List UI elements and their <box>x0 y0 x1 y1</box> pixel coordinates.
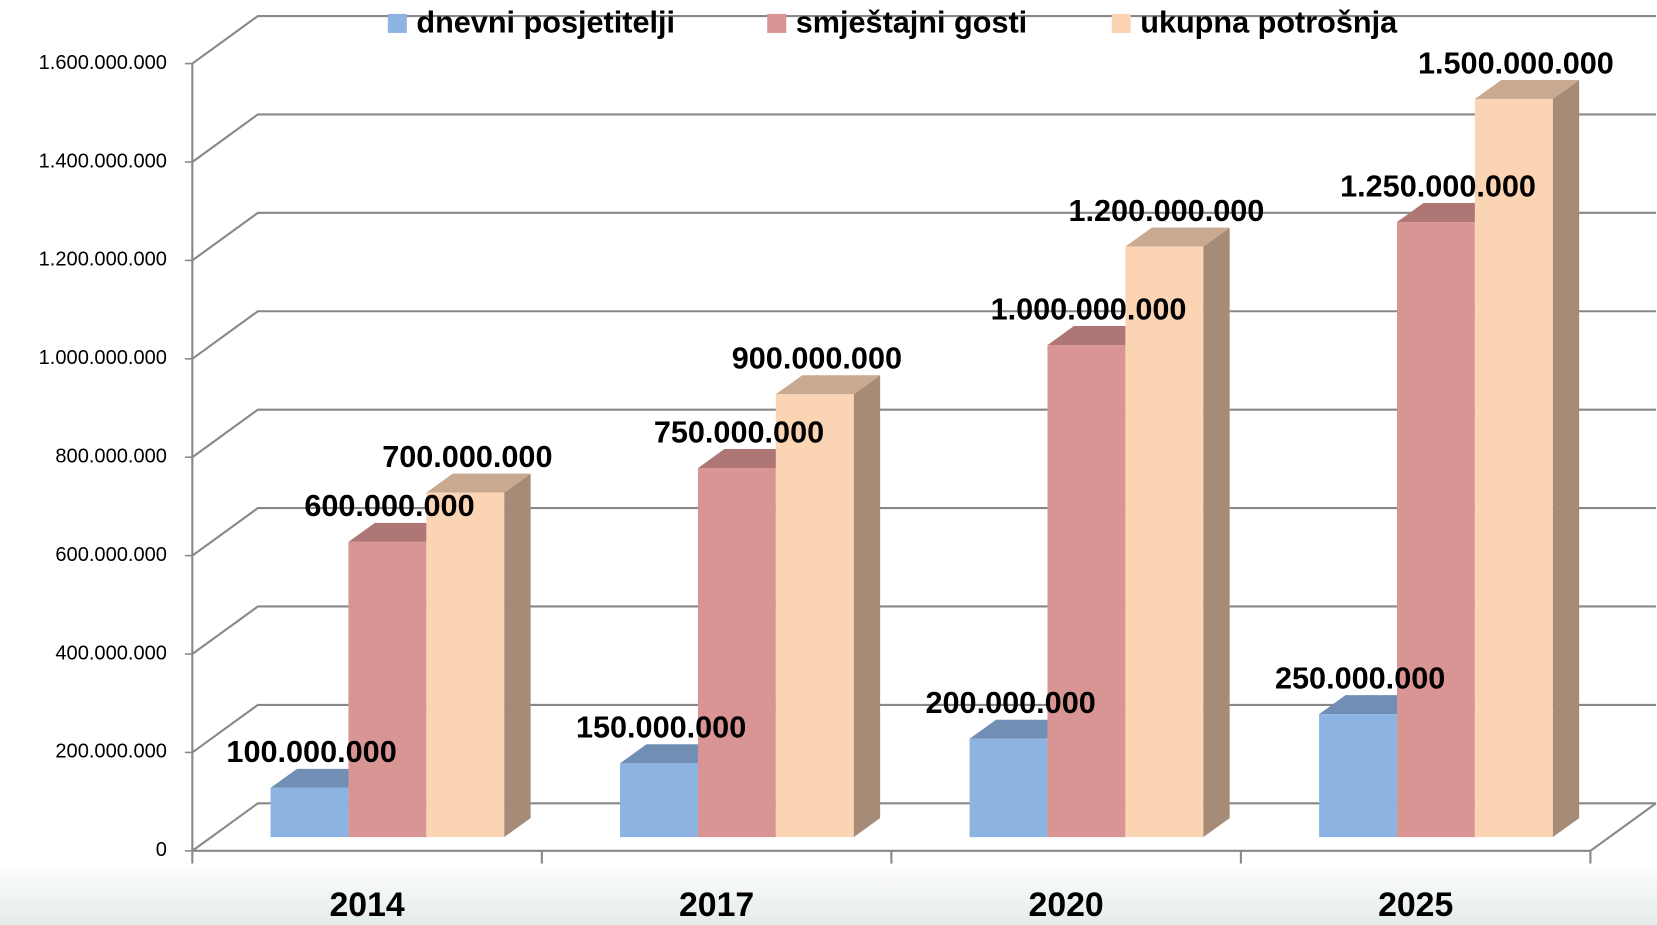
data-label: 1.500.000.000 <box>1418 46 1614 80</box>
bar-side <box>1203 227 1230 838</box>
bar <box>426 492 505 838</box>
x-tick-label: 2025 <box>1378 886 1453 924</box>
y-tick-label: 200.000.000 <box>55 741 167 763</box>
legend-swatch <box>767 13 787 33</box>
bar-top <box>775 375 881 395</box>
y-tick-label: 800.000.000 <box>55 446 167 468</box>
bar <box>1474 99 1553 838</box>
data-label: 1.200.000.000 <box>1068 194 1264 228</box>
background-strip <box>0 861 1657 925</box>
data-label: 700.000.000 <box>382 440 552 474</box>
bar <box>1319 714 1397 838</box>
x-tick-label: 2020 <box>1029 886 1104 924</box>
bar <box>620 763 698 838</box>
bar <box>1047 345 1126 838</box>
bar-side <box>504 473 531 838</box>
y-tick-label: 1.600.000.000 <box>39 52 167 74</box>
legend-swatch <box>387 13 407 33</box>
data-label: 750.000.000 <box>654 415 824 449</box>
bar <box>270 787 349 838</box>
legend-label: dnevni posjetitelji <box>416 6 675 40</box>
y-tick-label: 400.000.000 <box>55 642 167 664</box>
data-label: 900.000.000 <box>732 342 902 376</box>
legend-label: ukupna potrošnja <box>1140 6 1398 40</box>
y-tick-label: 0 <box>156 839 167 861</box>
bar-top <box>426 473 531 493</box>
data-label: 1.250.000.000 <box>1340 169 1536 203</box>
data-label: 200.000.000 <box>925 686 1095 720</box>
y-tick-label: 1.000.000.000 <box>39 347 167 369</box>
bar-top <box>1474 80 1580 100</box>
y-tick-label: 1.200.000.000 <box>39 249 167 271</box>
legend-label: smještajni gosti <box>796 6 1027 40</box>
bar <box>969 738 1048 838</box>
grid-line <box>191 211 1656 262</box>
grid-line <box>191 113 1656 163</box>
data-label: 1.000.000.000 <box>991 292 1187 326</box>
bar-side <box>1552 80 1580 838</box>
data-label: 250.000.000 <box>1275 661 1445 695</box>
legend-swatch <box>1111 13 1131 33</box>
x-tick-label: 2014 <box>329 886 404 924</box>
x-tick-label: 2017 <box>679 886 754 924</box>
y-tick-label: 1.400.000.000 <box>39 150 167 172</box>
bar-side <box>853 375 881 838</box>
data-label: 150.000.000 <box>576 711 746 745</box>
data-label: 100.000.000 <box>226 735 396 769</box>
bar-top <box>1125 227 1230 247</box>
bar <box>1125 246 1204 838</box>
bar <box>775 394 854 838</box>
bar <box>348 541 427 838</box>
bar <box>1396 222 1475 838</box>
bar <box>697 468 776 838</box>
grid-line <box>191 14 1656 65</box>
y-tick-label: 600.000.000 <box>55 544 167 566</box>
data-label: 600.000.000 <box>304 489 474 523</box>
